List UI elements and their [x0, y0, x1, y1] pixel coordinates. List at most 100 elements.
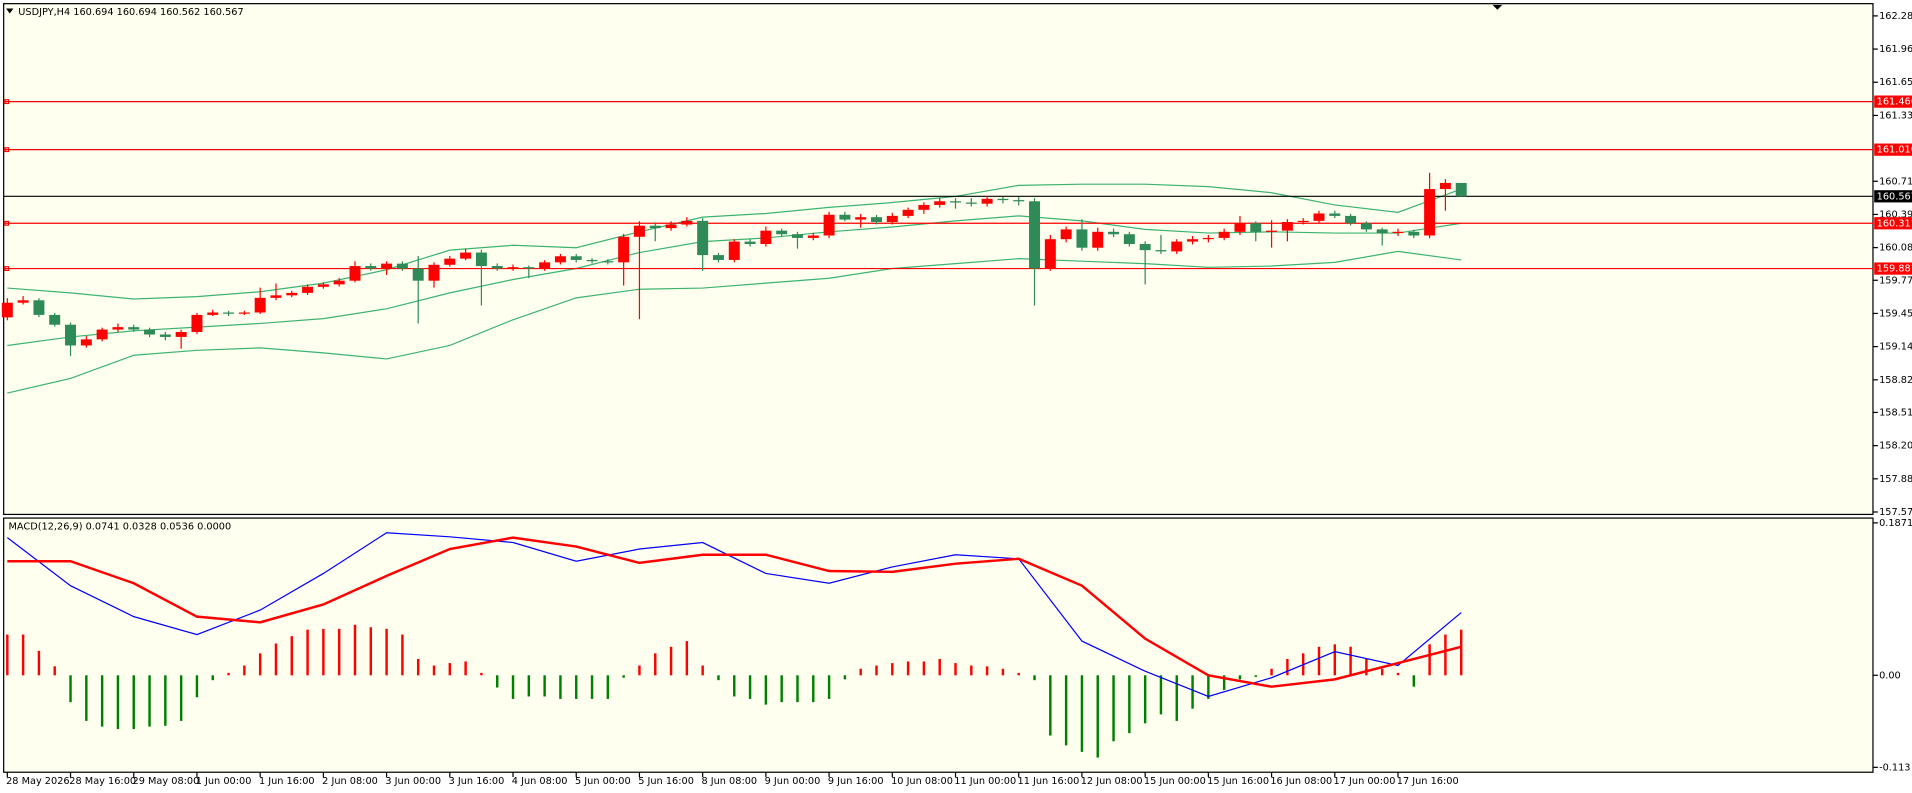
histogram-bar — [1175, 675, 1178, 721]
histogram-bar — [1349, 646, 1352, 676]
histogram-bar — [495, 675, 499, 688]
candle-body — [839, 214, 851, 220]
level-line-label: 160.311 — [1877, 218, 1912, 229]
histogram-bar — [1080, 675, 1084, 752]
band-lower — [7, 250, 1462, 394]
x-tick-label: 17 Jun 16:00 — [1397, 776, 1459, 787]
candle-body — [65, 324, 77, 346]
histogram-bar — [1286, 659, 1289, 676]
level-line-tag — [1874, 95, 1912, 108]
histogram-bar — [274, 643, 278, 676]
histogram-bar — [938, 659, 941, 676]
y-tick-label: 162.280 — [1879, 11, 1912, 22]
histogram-bar — [654, 653, 657, 676]
y-tick-label: 161.650 — [1879, 77, 1912, 88]
candle-body — [554, 256, 566, 263]
candle-body — [1234, 223, 1246, 232]
candle-body — [159, 334, 171, 337]
histogram-bar — [290, 636, 293, 676]
y-tick-label: 161.335 — [1879, 110, 1912, 121]
candle-body — [823, 214, 835, 236]
candle-body — [1329, 213, 1341, 216]
x-tick-label: 12 Jun 08:00 — [1081, 776, 1143, 787]
histogram-bar — [85, 675, 88, 721]
candle-body — [1250, 223, 1262, 232]
candle-body — [665, 224, 677, 229]
candle-body — [1376, 229, 1388, 234]
x-tick-label: 1 Jun 00:00 — [196, 776, 252, 787]
indicator-line — [6, 532, 1462, 698]
histogram-bar — [258, 653, 262, 676]
x-tick-label: 11 Jun 00:00 — [954, 776, 1016, 787]
histogram-bar — [1396, 672, 1400, 676]
candle-body — [871, 217, 882, 223]
y-tick-label: 160.395 — [1879, 209, 1912, 220]
candle-body — [270, 295, 282, 298]
level-line-tag — [1874, 262, 1912, 275]
x-tick-label: 3 Jun 16:00 — [449, 776, 505, 787]
candle-body — [776, 230, 788, 235]
menu-arrow[interactable] — [6, 8, 14, 14]
candle-body — [302, 286, 314, 293]
candle-body — [950, 201, 961, 203]
histogram-bar — [401, 634, 404, 676]
candle-body — [997, 198, 1009, 201]
histogram-bar — [954, 663, 957, 676]
histogram-bar — [6, 634, 9, 676]
y-tick-label: 159.455 — [1879, 308, 1912, 319]
histogram-bar — [179, 675, 183, 721]
price-panel — [3, 3, 1874, 516]
candle-body — [570, 256, 582, 260]
candle-body — [191, 314, 203, 332]
y-tick-label: 160.080 — [1879, 243, 1912, 254]
candle-body — [934, 201, 946, 205]
histogram-bar — [1412, 675, 1416, 687]
candle-body — [144, 329, 156, 335]
candle-body — [1392, 231, 1404, 234]
candle-body — [1187, 239, 1199, 242]
level-line-label: 159.881 — [1877, 264, 1912, 275]
histogram-bar — [337, 628, 341, 676]
candle-body — [1424, 189, 1436, 236]
histogram-bar — [243, 665, 246, 676]
histogram-bar — [100, 675, 104, 727]
histogram-bar — [448, 663, 452, 676]
candle-body — [1171, 241, 1183, 252]
histogram-bar — [733, 675, 736, 697]
histogram-bar — [69, 675, 72, 703]
level-handle — [4, 99, 10, 105]
candle-body — [1123, 234, 1135, 245]
level-line-tag — [1874, 217, 1912, 230]
candle-body — [1360, 223, 1372, 230]
x-tick-label: 11 Jun 16:00 — [1018, 776, 1080, 787]
x-tick-label: 9 Jun 16:00 — [828, 776, 884, 787]
band-upper — [7, 183, 1462, 300]
candle-body — [96, 329, 108, 340]
histogram-bar — [385, 628, 388, 676]
indicator-y-tick-label: 0.1871 — [1879, 518, 1912, 529]
histogram-bar — [717, 675, 720, 681]
candle-body — [175, 331, 187, 337]
histogram-bar — [812, 675, 815, 703]
candle-body — [460, 252, 472, 259]
x-tick-label: 2 Jun 08:00 — [322, 776, 378, 787]
candle-body — [902, 209, 914, 216]
histogram-bar — [1112, 675, 1115, 742]
symbol-header: USDJPY,H4 160.694 160.694 160.562 160.56… — [18, 7, 243, 18]
x-tick-label: 17 Jun 00:00 — [1334, 776, 1396, 787]
histogram-bar — [116, 675, 120, 730]
histogram-bar — [575, 675, 578, 699]
histogram-bar — [480, 672, 483, 676]
histogram-bar — [1459, 629, 1463, 676]
x-tick-label: 5 Jun 00:00 — [575, 776, 631, 787]
candle-body — [681, 220, 693, 225]
candle-body — [886, 215, 898, 223]
histogram-bar — [1317, 646, 1321, 676]
histogram-bar — [322, 628, 325, 676]
histogram-bar — [780, 675, 783, 703]
candle-body — [1155, 250, 1167, 252]
histogram-bar — [1143, 675, 1147, 724]
histogram-bar — [1128, 675, 1131, 734]
y-tick-label: 158.515 — [1879, 407, 1912, 418]
